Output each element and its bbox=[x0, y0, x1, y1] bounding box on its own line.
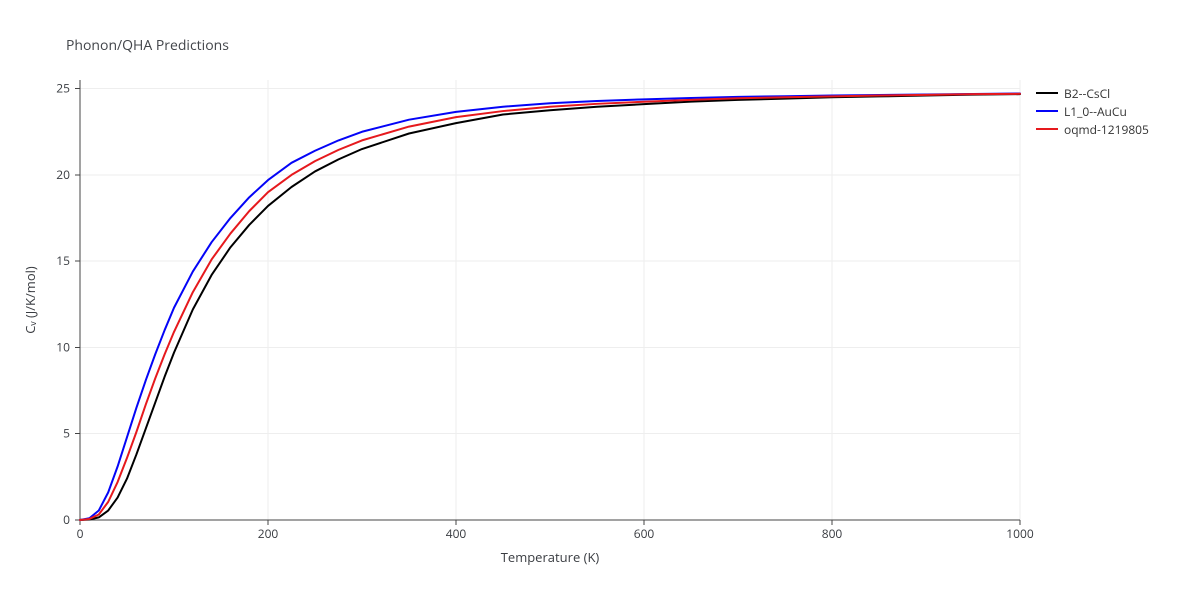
svg-text:20: 20 bbox=[56, 166, 70, 183]
legend-label: L1_0--AuCu bbox=[1064, 103, 1127, 120]
svg-text:Temperature (K): Temperature (K) bbox=[501, 548, 600, 566]
svg-text:5: 5 bbox=[63, 425, 70, 442]
svg-text:1000: 1000 bbox=[1006, 525, 1034, 542]
svg-text:10: 10 bbox=[56, 338, 70, 355]
chart-legend: B2--CsClL1_0--AuCuoqmd-1219805 bbox=[1036, 84, 1149, 138]
svg-text:800: 800 bbox=[822, 525, 843, 542]
legend-item[interactable]: L1_0--AuCu bbox=[1036, 102, 1149, 120]
svg-text:0: 0 bbox=[63, 511, 70, 528]
svg-text:15: 15 bbox=[56, 252, 70, 269]
legend-swatch bbox=[1036, 92, 1058, 94]
legend-label: B2--CsCl bbox=[1064, 85, 1110, 102]
svg-text:25: 25 bbox=[56, 80, 70, 97]
svg-text:600: 600 bbox=[634, 525, 655, 542]
svg-text:200: 200 bbox=[258, 525, 279, 542]
chart-plot: 0 200 400 600 800 1000 0 5 10 15 20 25 Temperature (… bbox=[0, 0, 1200, 600]
legend-swatch bbox=[1036, 110, 1058, 112]
legend-label: oqmd-1219805 bbox=[1064, 121, 1149, 138]
legend-item[interactable]: oqmd-1219805 bbox=[1036, 120, 1149, 138]
legend-item[interactable]: B2--CsCl bbox=[1036, 84, 1149, 102]
svg-text:Cᵥ (J/K/mol): Cᵥ (J/K/mol) bbox=[21, 266, 39, 334]
svg-text:0: 0 bbox=[77, 525, 84, 542]
legend-swatch bbox=[1036, 128, 1058, 130]
chart-root: Phonon/QHA Predictions 02004006008001000… bbox=[0, 0, 1200, 600]
svg-text:400: 400 bbox=[446, 525, 467, 542]
